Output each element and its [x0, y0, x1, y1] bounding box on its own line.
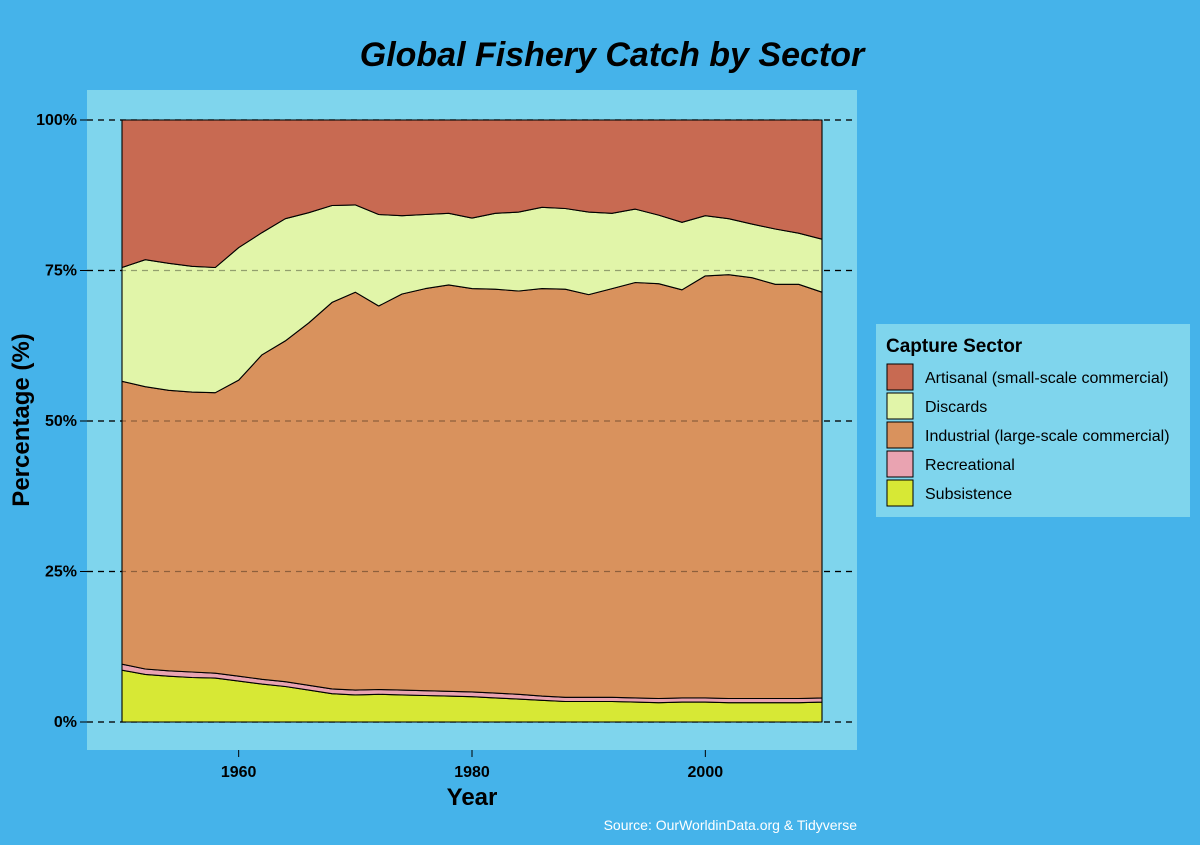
legend-label-industrial-large-scale-commercial: Industrial (large-scale commercial): [925, 428, 1170, 445]
y-tick-label: 100%: [36, 112, 77, 129]
legend-swatch-artisanal-small-scale-commercial: [886, 363, 914, 391]
legend-swatch-discards: [886, 392, 914, 420]
legend-label-recreational: Recreational: [925, 457, 1015, 474]
y-tick-label: 50%: [45, 413, 77, 430]
legend-swatch-recreational: [886, 450, 914, 478]
x-axis-title: Year: [447, 784, 498, 811]
y-axis-title: Percentage (%): [8, 333, 35, 506]
y-tick-label: 25%: [45, 564, 77, 581]
legend-swatch-subsistence: [886, 479, 914, 507]
legend-box: [876, 324, 1190, 517]
legend-items: Artisanal (small-scale commercial) Discar…: [886, 363, 1170, 507]
y-tick-label: 75%: [45, 263, 77, 280]
legend-label-subsistence: Subsistence: [925, 486, 1012, 503]
area-artisanal-small-scale-commercial: [121, 119, 823, 269]
y-tick-label: 0%: [54, 714, 77, 731]
legend: Capture Sector Artisanal (small-scale co…: [876, 324, 1190, 517]
grid-top-layer: [87, 119, 857, 723]
legend-label-discards: Discards: [925, 399, 987, 416]
x-tick-layer: 1960 1980 2000: [221, 750, 723, 781]
x-tick-label: 2000: [688, 764, 724, 781]
source-note: Source: OurWorldinData.org & Tidyverse: [604, 817, 858, 833]
legend-swatch-industrial-large-scale-commercial: [886, 421, 914, 449]
x-tick-label: 1960: [221, 764, 257, 781]
x-tick-label: 1980: [454, 764, 490, 781]
legend-label-artisanal-small-scale-commercial: Artisanal (small-scale commercial): [925, 370, 1169, 387]
chart-title: Global Fishery Catch by Sector: [360, 36, 866, 74]
area-layer: [121, 119, 823, 723]
legend-title: Capture Sector: [886, 336, 1023, 357]
y-tick-layer: 0% 25% 50% 75% 100%: [36, 112, 87, 731]
